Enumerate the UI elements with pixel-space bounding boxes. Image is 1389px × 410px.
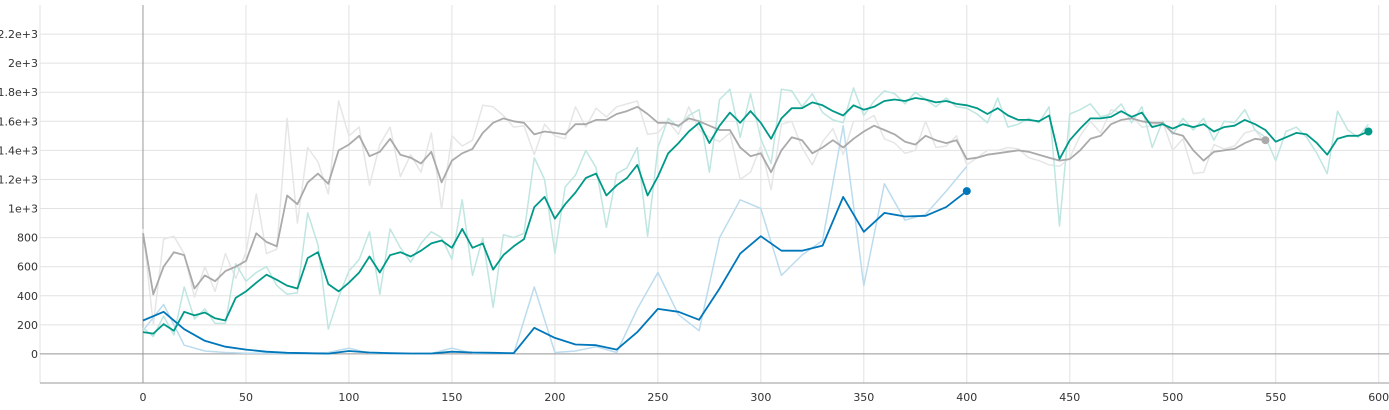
x-tick-label: 250: [647, 391, 668, 404]
x-tick-label: 400: [956, 391, 977, 404]
x-tick-label: 200: [544, 391, 565, 404]
x-tick-label: 100: [338, 391, 359, 404]
y-tick-label: 400: [17, 290, 38, 303]
smoothed-series-line-2: [142, 97, 1369, 335]
x-tick-label: 450: [1059, 391, 1080, 404]
x-tick-labels: 0 50 100 150 200 250 300 350 400 450 500 550 600: [139, 391, 1389, 404]
y-tick-label: 200: [17, 319, 38, 332]
y-tick-label: 600: [17, 261, 38, 274]
y-tick-label: 1.8e+3: [0, 86, 38, 99]
x-tick-label: 550: [1265, 391, 1286, 404]
y-tick-label: 1.6e+3: [0, 115, 38, 128]
series-end-marker-1: [962, 187, 971, 196]
x-tick-label: 50: [239, 391, 253, 404]
y-tick-labels: 0 200 400 600 800 1e+3 1.2e+3 1.4e+3 1.6e+3 1.8e+…: [0, 28, 38, 361]
raw-series-line-1: [142, 124, 968, 355]
y-tick-label: 2e+3: [8, 57, 38, 70]
x-tick-label: 350: [853, 391, 874, 404]
smoothed-series-lines: [142, 97, 1369, 355]
axes: [39, 5, 1389, 384]
x-tick-label: 150: [441, 391, 462, 404]
y-tick-label: 0: [31, 348, 38, 361]
y-tick-label: 1.2e+3: [0, 173, 38, 186]
raw-series-lines: [142, 87, 1369, 355]
smoothed-series-line-0: [142, 105, 1266, 296]
x-tick-label: 500: [1162, 391, 1183, 404]
y-tick-label: 2.2e+3: [0, 28, 38, 41]
x-tick-label: 600: [1368, 391, 1389, 404]
smoothed-series-line-1: [142, 190, 968, 355]
series-end-markers: [962, 127, 1373, 196]
x-tick-label: 0: [139, 391, 146, 404]
y-tick-label: 1e+3: [8, 203, 38, 216]
series-end-marker-0: [1261, 136, 1270, 145]
y-tick-label: 800: [17, 232, 38, 245]
x-tick-label: 300: [750, 391, 771, 404]
y-tick-label: 1.4e+3: [0, 144, 38, 157]
gridlines: [40, 5, 1389, 383]
series-end-marker-2: [1364, 127, 1373, 136]
